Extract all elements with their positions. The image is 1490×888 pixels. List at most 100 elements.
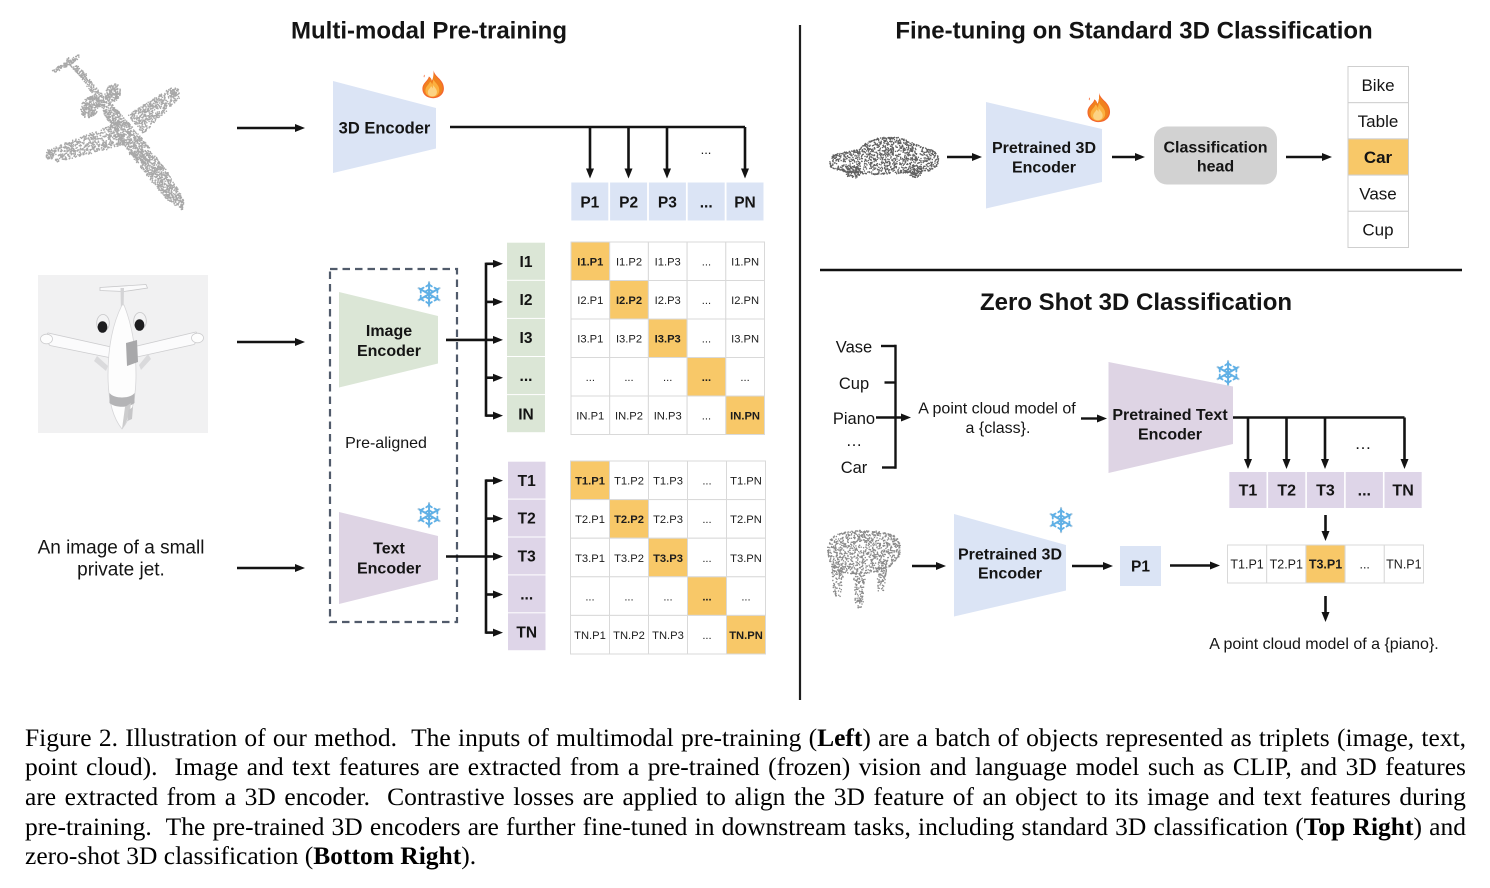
svg-text:Cup: Cup [839, 375, 869, 393]
svg-text:TN: TN [1392, 483, 1413, 500]
svg-text:I1.PN: I1.PN [731, 257, 759, 269]
svg-text:…: … [1355, 434, 1372, 453]
svg-text:T3.PN: T3.PN [730, 553, 762, 565]
svg-text:3D Encoder: 3D Encoder [339, 119, 431, 137]
svg-text:I1.P2: I1.P2 [616, 257, 642, 269]
svg-text:T2.P1: T2.P1 [1270, 558, 1303, 572]
svg-text:IN.PN: IN.PN [730, 411, 760, 423]
svg-text:...: ... [740, 372, 749, 384]
svg-text:T2.P2: T2.P2 [614, 514, 644, 526]
svg-text:T2: T2 [518, 511, 536, 528]
svg-text:...: ... [624, 591, 633, 603]
svg-text:I3.P1: I3.P1 [577, 334, 603, 346]
svg-text:Car: Car [841, 459, 868, 477]
svg-text:...: ... [1359, 558, 1369, 572]
svg-text:...: ... [702, 372, 711, 384]
svg-text:T1: T1 [1239, 483, 1258, 500]
svg-text:P1: P1 [1131, 559, 1150, 576]
svg-text:An image of a small: An image of a small [38, 538, 205, 559]
svg-text:T3.P1: T3.P1 [1309, 558, 1342, 572]
svg-text:T3: T3 [1316, 483, 1335, 500]
svg-text:T1.P1: T1.P1 [575, 476, 605, 488]
svg-text:...: ... [624, 372, 633, 384]
svg-text:T1.P3: T1.P3 [653, 476, 683, 488]
svg-text:I3.P2: I3.P2 [616, 334, 642, 346]
svg-text:...: ... [700, 195, 713, 212]
svg-text:...: ... [702, 630, 711, 642]
svg-text:...: ... [520, 368, 533, 385]
svg-text:Encoder: Encoder [357, 561, 421, 578]
svg-text:Piano: Piano [833, 410, 875, 428]
svg-text:I1: I1 [520, 254, 533, 271]
svg-text:Text: Text [373, 541, 405, 558]
svg-text:…: … [846, 432, 863, 450]
svg-text:IN.P3: IN.P3 [654, 411, 682, 423]
svg-text:TN.P1: TN.P1 [574, 630, 606, 642]
svg-text:...: ... [586, 372, 595, 384]
svg-text:Pretrained Text: Pretrained Text [1112, 407, 1228, 424]
svg-text:P2: P2 [619, 195, 638, 212]
svg-text:TN.P2: TN.P2 [613, 630, 645, 642]
svg-text:...: ... [702, 514, 711, 526]
svg-text:TN.P1: TN.P1 [1386, 558, 1421, 572]
svg-text:T3: T3 [518, 549, 536, 566]
svg-text:Multi-modal Pre-training: Multi-modal Pre-training [291, 18, 567, 45]
svg-text:...: ... [701, 142, 712, 157]
svg-text:I2.P3: I2.P3 [655, 295, 681, 307]
svg-text:Image: Image [366, 323, 412, 340]
svg-text:I1.P3: I1.P3 [655, 257, 681, 269]
svg-text:Table: Table [1358, 112, 1399, 131]
svg-text:Pre-aligned: Pre-aligned [345, 435, 427, 452]
svg-text:T1.PN: T1.PN [730, 476, 762, 488]
svg-text:I2.P2: I2.P2 [616, 295, 642, 307]
svg-text:...: ... [702, 553, 711, 565]
svg-text:Zero Shot 3D Classification: Zero Shot 3D Classification [980, 289, 1292, 316]
svg-text:Vase: Vase [836, 338, 872, 356]
svg-text:T1: T1 [518, 473, 536, 490]
svg-text:private jet.: private jet. [77, 560, 165, 581]
svg-text:Pretrained 3D: Pretrained 3D [958, 547, 1062, 564]
svg-text:T3.P3: T3.P3 [653, 553, 683, 565]
svg-text:...: ... [520, 587, 533, 604]
svg-text:T2: T2 [1277, 483, 1296, 500]
svg-text:...: ... [702, 257, 711, 269]
svg-text:T2.P1: T2.P1 [575, 514, 605, 526]
svg-text:Cup: Cup [1362, 221, 1393, 240]
svg-text:...: ... [702, 295, 711, 307]
svg-text:head: head [1197, 159, 1234, 176]
svg-text:TN: TN [516, 624, 537, 641]
svg-text:Encoder: Encoder [978, 566, 1042, 583]
svg-text:...: ... [663, 372, 672, 384]
svg-text:...: ... [741, 591, 750, 603]
svg-text:I3.PN: I3.PN [731, 334, 759, 346]
svg-text:T2.P3: T2.P3 [653, 514, 683, 526]
svg-text:...: ... [702, 334, 711, 346]
svg-text:TN.P3: TN.P3 [652, 630, 684, 642]
svg-text:I2: I2 [520, 292, 533, 309]
svg-text:...: ... [1358, 483, 1371, 500]
svg-text:I2.PN: I2.PN [731, 295, 759, 307]
svg-text:...: ... [702, 476, 711, 488]
svg-text:I2.P1: I2.P1 [577, 295, 603, 307]
svg-text:...: ... [702, 411, 711, 423]
svg-text:a {class}.: a {class}. [966, 420, 1031, 437]
svg-text:Pretrained 3D: Pretrained 3D [992, 140, 1096, 157]
svg-text:I1.P1: I1.P1 [577, 257, 603, 269]
svg-text:TN.PN: TN.PN [729, 630, 763, 642]
svg-text:P3: P3 [658, 195, 677, 212]
svg-text:...: ... [585, 591, 594, 603]
svg-text:...: ... [663, 591, 672, 603]
svg-text:T3.P2: T3.P2 [614, 553, 644, 565]
svg-text:Fine-tuning on Standard 3D Cla: Fine-tuning on Standard 3D Classificatio… [895, 18, 1372, 45]
svg-text:P1: P1 [580, 195, 599, 212]
svg-text:T3.P1: T3.P1 [575, 553, 605, 565]
svg-text:IN.P2: IN.P2 [615, 411, 643, 423]
svg-text:T1.P1: T1.P1 [1230, 558, 1263, 572]
svg-text:Vase: Vase [1359, 184, 1397, 203]
svg-text:...: ... [702, 591, 711, 603]
svg-text:Encoder: Encoder [357, 343, 421, 360]
svg-text:I3: I3 [520, 330, 533, 347]
svg-text:I3.P3: I3.P3 [655, 334, 681, 346]
svg-text:IN: IN [518, 406, 534, 423]
svg-text:Encoder: Encoder [1138, 427, 1202, 444]
